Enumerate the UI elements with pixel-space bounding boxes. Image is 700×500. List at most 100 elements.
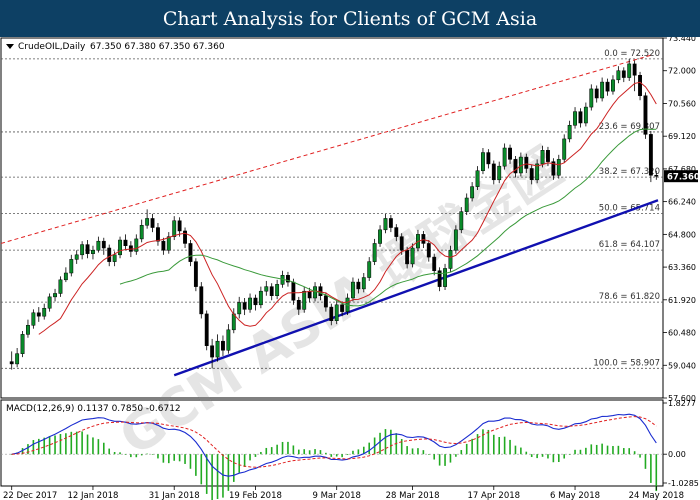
candle-down — [491, 163, 496, 181]
candle-down — [323, 295, 328, 308]
candle-up — [540, 150, 545, 165]
macd-hist-bar — [492, 434, 495, 455]
macd-hist-bar — [27, 444, 29, 455]
macd-main-line — [11, 413, 657, 477]
fib-level-label: 38.2 = 67.320 — [599, 167, 660, 177]
ma-slow-line — [119, 128, 657, 307]
collapse-triangle-icon[interactable] — [6, 44, 14, 49]
candle-down — [421, 234, 426, 244]
macd-hist-bar — [222, 454, 224, 498]
macd-hist-bar — [357, 449, 360, 455]
macd-hist-bar — [622, 448, 625, 455]
fib-level-label: 0.0 = 72.520 — [604, 49, 660, 59]
y-tick-label: 63.360 — [668, 263, 696, 272]
macd-hist-bar — [146, 453, 148, 455]
candle-up — [313, 286, 317, 299]
candle-up — [237, 302, 242, 315]
macd-hist-bar — [552, 454, 555, 463]
x-tick-label: 22 Dec 2017 — [3, 491, 57, 500]
macd-hist-bar — [547, 454, 549, 459]
candle-up — [627, 63, 632, 78]
macd-hist-bar — [43, 437, 46, 455]
candle-up — [258, 290, 263, 306]
candle-down — [529, 168, 534, 181]
last-price-tag — [664, 170, 698, 183]
fib-level-label: 100.0 = 58.907 — [593, 358, 660, 368]
candle-up — [69, 259, 74, 274]
macd-hist-bar — [184, 454, 186, 464]
macd-hist-bar — [330, 454, 333, 457]
macd-hist-bar — [444, 454, 446, 466]
candle-down — [508, 147, 512, 160]
macd-hist-bar — [287, 441, 289, 455]
macd-hist-bar — [650, 454, 652, 483]
macd-hist-bar — [530, 454, 533, 458]
candle-down — [253, 297, 258, 306]
macd-hist-bar — [595, 444, 598, 455]
candle-down — [621, 70, 626, 78]
candle-up — [63, 272, 68, 281]
macd-hist-bar — [563, 454, 566, 459]
macd-hist-bar — [417, 448, 419, 455]
candle-up — [556, 159, 561, 176]
candle-up — [535, 163, 540, 181]
macd-hist-bar — [384, 429, 387, 455]
macd-hist-bar — [346, 454, 349, 456]
chart-banner: Chart Analysis for Clients of GCM Asia — [0, 0, 700, 37]
candle-up — [58, 279, 63, 294]
candle-up — [47, 296, 52, 309]
candle-up — [91, 250, 95, 254]
candle-up — [497, 165, 502, 181]
candle-up — [53, 293, 57, 298]
y-tick-label: 64.800 — [668, 230, 696, 239]
candle-up — [139, 225, 144, 240]
macd-hist-bar — [557, 454, 560, 463]
macd-hist-bar — [243, 454, 246, 467]
candle-down — [199, 286, 204, 315]
candle-down — [399, 236, 404, 251]
candle-up — [80, 244, 85, 256]
macd-hist-bar — [476, 434, 479, 455]
macd-hist-bar — [612, 446, 614, 455]
macd-hist-bar — [325, 452, 327, 455]
x-tick-label: 24 May 2018 — [629, 491, 684, 500]
macd-hist-bar — [601, 443, 603, 455]
candle-down — [85, 244, 90, 254]
macd-hist-bar — [32, 440, 35, 455]
candle-up — [275, 284, 280, 296]
candle-up — [118, 239, 122, 256]
macd-hist-bar — [639, 454, 641, 458]
macd-hist-bar — [151, 454, 154, 455]
candle-down — [432, 256, 437, 271]
x-tick-label: 12 Jan 2018 — [67, 491, 118, 500]
candle-up — [166, 236, 171, 251]
macd-label: MACD(12,26,9) 0.1137 0.7850 -0.6712 — [6, 404, 181, 414]
macd-hist-bar — [427, 454, 430, 455]
candle-up — [361, 277, 366, 290]
macd-hist-bar — [102, 442, 105, 455]
candle-up — [26, 325, 30, 335]
macd-hist-bar — [265, 447, 268, 455]
candle-down — [340, 304, 345, 312]
macd-hist-bar — [10, 454, 13, 455]
macd-hist-bar — [54, 435, 56, 455]
candle-down — [296, 300, 301, 310]
macd-hist-bar — [75, 431, 78, 455]
macd-hist-bar — [37, 438, 40, 455]
candle-up — [567, 125, 572, 140]
macd-hist-bar — [362, 446, 365, 455]
macd-hist-bar — [574, 449, 576, 455]
macd-hist-bar — [124, 454, 127, 455]
macd-hist-bar — [514, 445, 517, 455]
candle-down — [107, 247, 112, 262]
macd-hist-bar — [200, 454, 203, 485]
fib-level-label: 50.0 = 65.714 — [599, 204, 660, 214]
macd-hist-bar — [173, 454, 176, 461]
candle-up — [611, 79, 615, 92]
x-tick-label: 19 Feb 2018 — [229, 491, 282, 500]
macd-hist-bar — [579, 449, 582, 455]
macd-hist-bar — [471, 438, 473, 455]
macd-hist-bar — [628, 448, 631, 455]
axes: 73.440 72.000 70.560 69.120 67.680 66.240 64.8… — [3, 37, 700, 500]
candle-up — [443, 268, 447, 287]
